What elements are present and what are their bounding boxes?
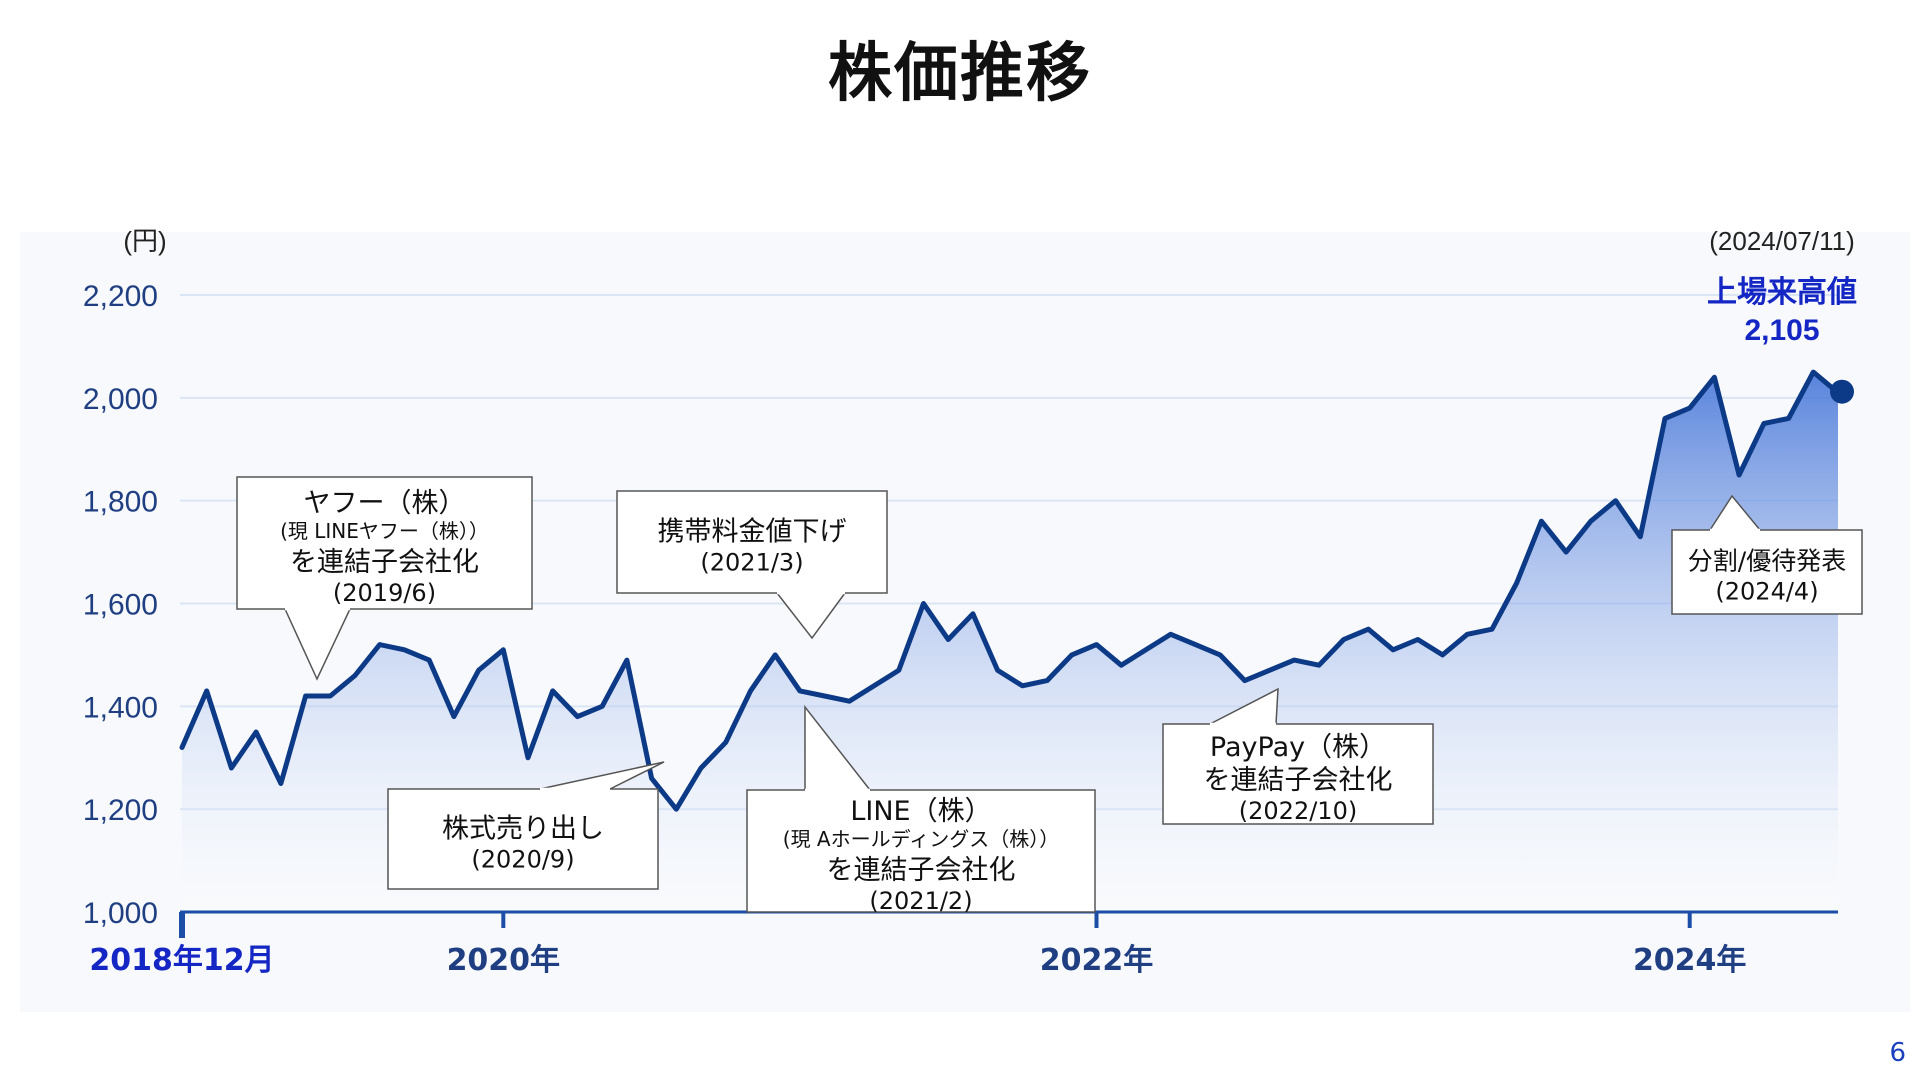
callout-box [236,476,533,610]
callout-pointer [1709,494,1761,531]
annotation-callout: LINE（株）(現 Aホールディングス（株）） を連結子会社化(2021/2) [746,704,1096,915]
callout-text: ヤフー（株） [304,488,466,519]
callout-box [1162,723,1434,825]
callout-box [746,789,1096,913]
callout-text: (現 Aホールディングス（株）） [783,827,1059,851]
callout-text: 株式売り出し [442,814,604,845]
x-tick-label: 2024年 [1633,943,1747,978]
x-tick-label: 2018年12月 [89,943,274,978]
annotation-callout: 携帯料金値下げ(2021/3) [616,490,888,640]
callout-text: (2022/10) [1239,797,1357,825]
page-title: 株価推移 [828,37,1092,111]
highlight-date: (2024/07/11) [1709,226,1855,256]
callout-box [616,490,888,594]
annotation-layer: ヤフー（株）(現 LINEヤフー（株））を連結子会社化(2019/6)株式売り出… [236,476,1863,915]
annotation-callout: ヤフー（株）(現 LINEヤフー（株）） を連結子会社化(2019/6) [236,476,533,681]
callout-text: を連結子会社化 [1204,765,1393,796]
annotation-callout: PayPay（株）を連結子会社化(2022/10) [1162,687,1434,825]
callout-text: PayPay（株） [1210,732,1386,763]
callout-text: (2021/3) [700,549,803,577]
latest-point-marker [1830,379,1854,404]
callout-pointer [804,704,871,791]
highlight-value: 2,105 [1744,314,1819,347]
x-tick-label: 2022年 [1040,943,1154,978]
y-tick-label: 2,000 [83,383,158,416]
annotation-callout: 分割/優待発表(2024/4) [1671,494,1863,615]
label-layer: 1,000 1,200 1,400 1,600 1,800 2,000 2,200 2018年… [83,280,1747,978]
x-tick-label: 2020年 [447,943,561,978]
y-tick-label: 1,200 [83,794,158,827]
callout-pointer [284,608,351,681]
callout-pointer [776,592,846,640]
series-line [179,369,1841,812]
page-number: 6 [1889,1038,1906,1068]
y-tick-label: 1,800 [83,486,158,519]
y-tick-label: 1,600 [83,589,158,622]
callout-text: (2019/6) [333,579,436,607]
callout-text: (2021/2) [869,887,972,915]
callout-box [387,788,659,890]
y-tick-label: 2,200 [83,280,158,313]
callout-text: (現 LINEヤフー（株）） [280,519,489,543]
callout-pointer [1209,687,1279,725]
callout-pointer [539,761,665,790]
callout-text: 携帯料金値下げ [658,517,847,548]
y-unit-label: (円) [123,226,166,256]
callout-text: を連結子会社化 [827,855,1016,886]
callout-text: (2020/9) [471,846,574,874]
callout-text: LINE（株） [850,796,991,827]
annotation-callout: 株式売り出し(2020/9) [387,761,665,890]
callout-text: (2024/4) [1715,578,1818,606]
callout-text: を連結子会社化 [290,547,479,578]
callout-box [1671,529,1863,615]
highlight-label: 上場来高値 [1707,275,1857,310]
y-tick-label: 1,400 [83,691,158,724]
y-tick-label: 1,000 [83,897,158,930]
callout-text: 分割/優待発表 [1688,547,1846,576]
